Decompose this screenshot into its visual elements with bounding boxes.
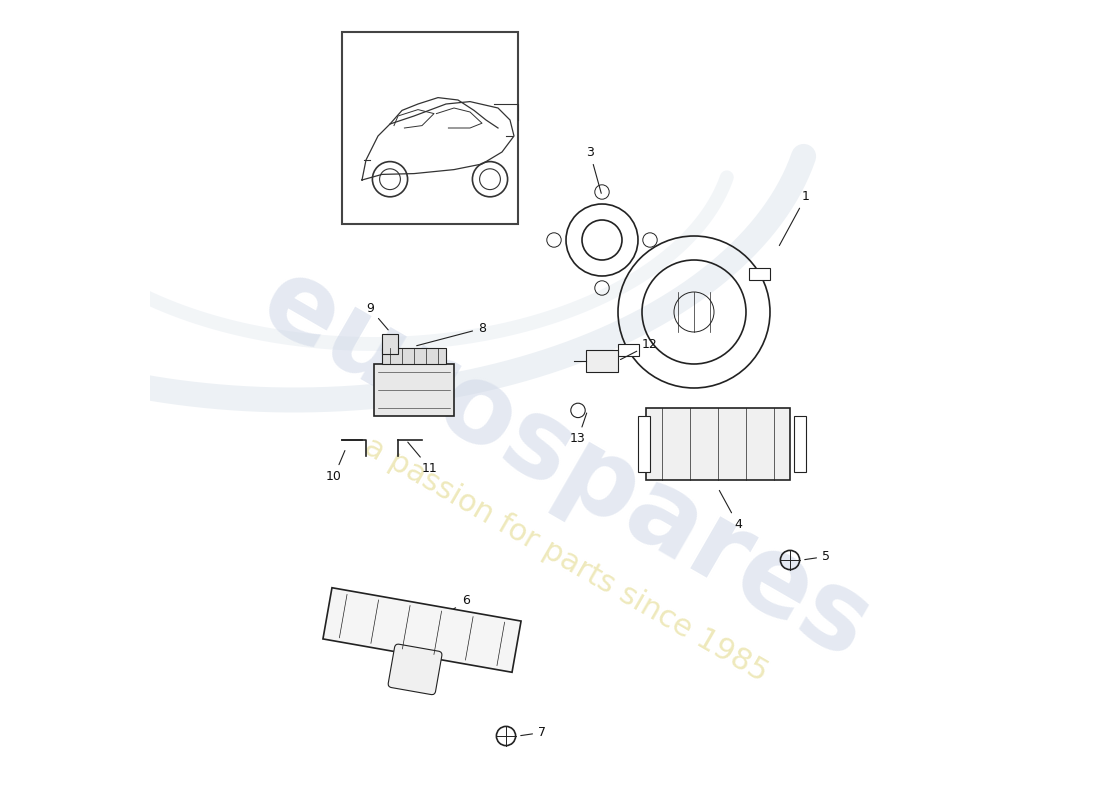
Text: eurospares: eurospares [243, 246, 889, 682]
FancyBboxPatch shape [388, 644, 442, 694]
FancyBboxPatch shape [794, 416, 806, 472]
FancyBboxPatch shape [646, 408, 790, 480]
Text: 10: 10 [326, 450, 345, 483]
Text: 5: 5 [805, 550, 830, 563]
Text: 11: 11 [408, 442, 438, 475]
FancyBboxPatch shape [374, 364, 454, 416]
Text: 1: 1 [779, 190, 810, 246]
Text: 12: 12 [620, 338, 658, 359]
Text: a passion for parts since 1985: a passion for parts since 1985 [359, 432, 773, 688]
Text: 9: 9 [366, 302, 388, 330]
Text: 7: 7 [520, 726, 546, 739]
FancyBboxPatch shape [382, 334, 398, 354]
FancyBboxPatch shape [323, 588, 521, 672]
FancyBboxPatch shape [586, 350, 618, 372]
Text: 13: 13 [570, 413, 586, 446]
Text: 8: 8 [417, 322, 486, 346]
FancyBboxPatch shape [618, 344, 639, 357]
Text: 6: 6 [462, 594, 470, 607]
FancyBboxPatch shape [749, 267, 770, 280]
FancyBboxPatch shape [638, 416, 650, 472]
FancyBboxPatch shape [382, 348, 446, 364]
Text: 3: 3 [586, 146, 602, 194]
FancyBboxPatch shape [342, 32, 518, 224]
Text: 4: 4 [719, 490, 741, 531]
